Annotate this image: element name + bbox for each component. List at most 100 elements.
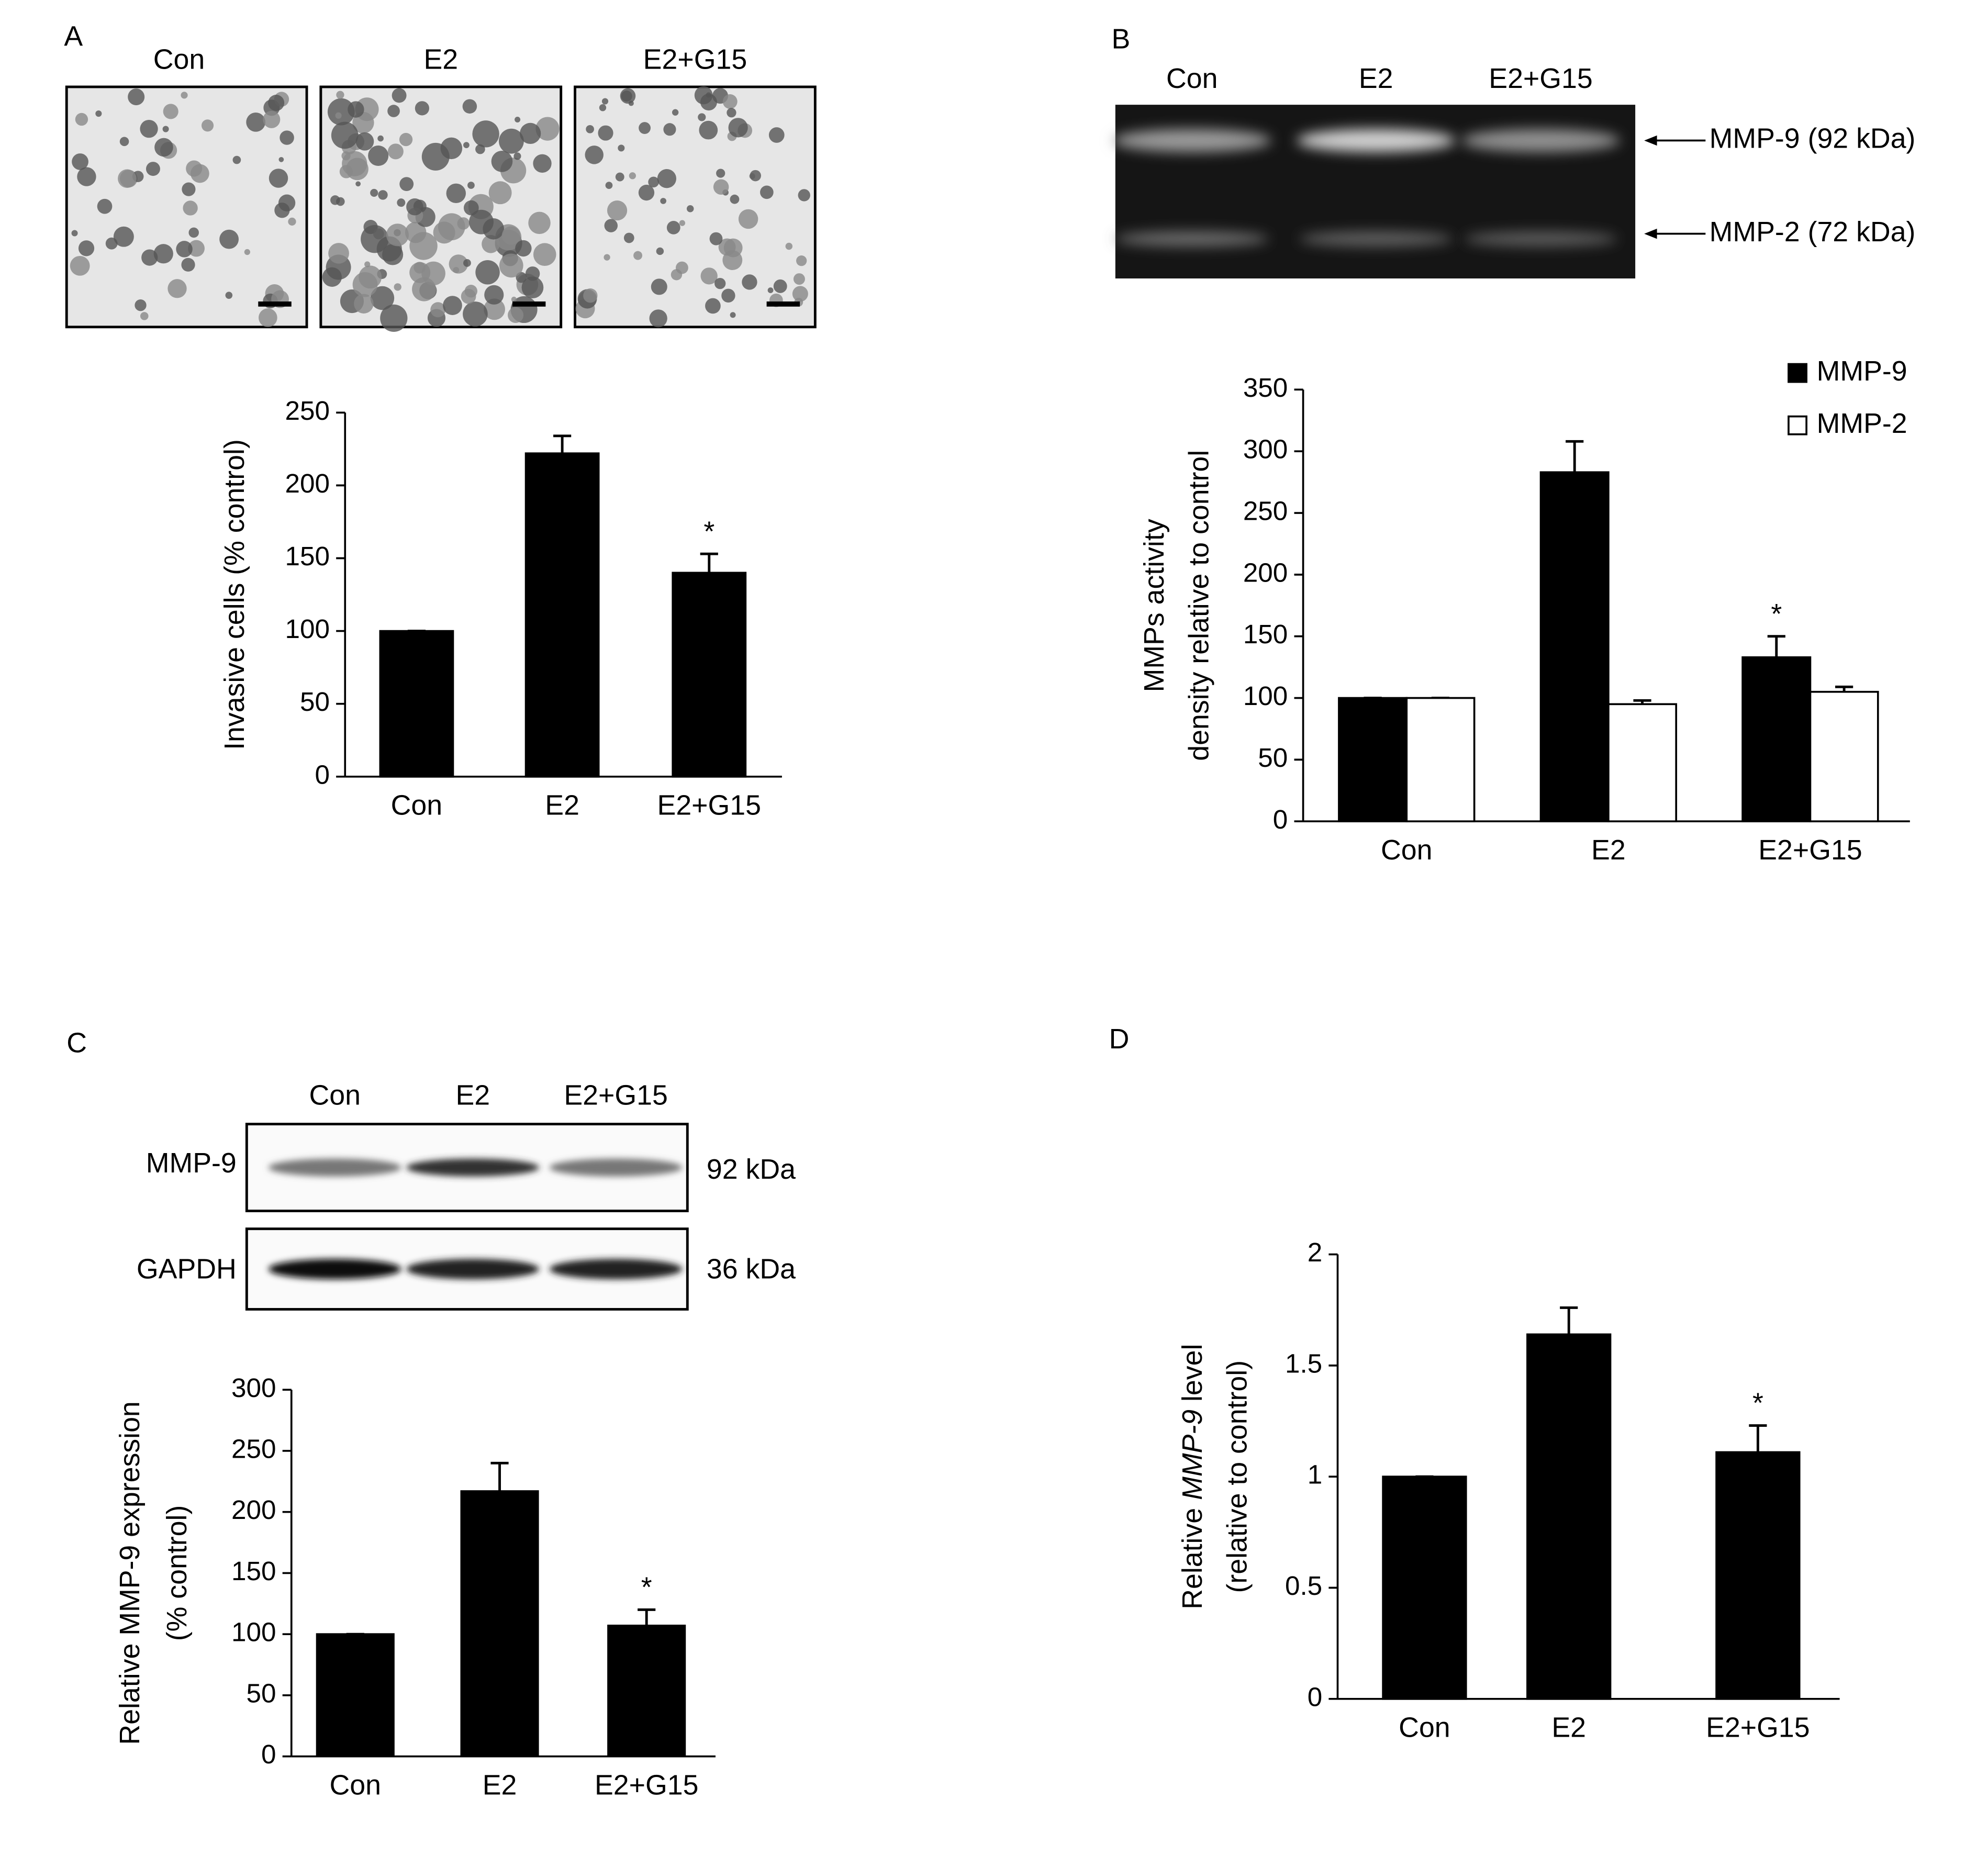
cell — [162, 126, 169, 132]
cell — [679, 220, 686, 226]
cell — [484, 298, 505, 320]
legend-label: MMP-9 — [1817, 355, 1907, 387]
cell — [118, 169, 137, 188]
cell — [482, 234, 500, 253]
y-tick-label: 0 — [1273, 804, 1288, 834]
y-tick-label: 0.5 — [1285, 1571, 1322, 1601]
cell — [484, 285, 504, 305]
cell — [607, 200, 628, 221]
gel-band — [1461, 129, 1620, 152]
gel-band — [1115, 231, 1269, 247]
y-axis-label: Invasive cells (% control) — [219, 439, 250, 750]
y-axis-label: (relative to control) — [1222, 1360, 1253, 1593]
x-tick-label: E2+G15 — [1706, 1712, 1810, 1743]
cell — [382, 244, 404, 265]
cell — [188, 240, 205, 257]
image-label: E2+G15 — [643, 43, 747, 75]
y-tick-label: 150 — [231, 1556, 276, 1586]
blot-band — [549, 1158, 683, 1177]
cell — [499, 253, 523, 278]
cell — [386, 223, 409, 247]
y-tick-label: 150 — [1243, 619, 1288, 649]
cell — [618, 144, 625, 152]
cell — [742, 274, 757, 290]
y-axis-label: Relative MMP-9 expression — [114, 1401, 146, 1745]
cell — [288, 217, 296, 226]
y-axis-label-part: level — [1177, 1344, 1208, 1410]
cell — [377, 135, 384, 142]
cell — [511, 296, 517, 303]
cell — [370, 286, 395, 310]
cell — [191, 164, 209, 183]
cell — [767, 287, 774, 294]
size-label: 36 kDa — [707, 1253, 796, 1284]
cell — [95, 110, 102, 117]
cell — [694, 86, 713, 105]
cell — [153, 244, 173, 264]
x-tick-label: E2+G15 — [657, 790, 762, 821]
x-tick-label: E2 — [1551, 1712, 1586, 1743]
cell — [405, 221, 427, 243]
cell — [77, 167, 96, 186]
size-label: 92 kDa — [707, 1154, 796, 1185]
lane-label: E2 — [455, 1080, 490, 1111]
y-tick-label: 250 — [1243, 496, 1288, 526]
cell — [768, 127, 785, 143]
cell — [135, 299, 147, 311]
cell — [648, 176, 659, 188]
gel-band — [1299, 231, 1453, 247]
lane-label: E2+G15 — [1489, 63, 1592, 94]
cell — [70, 255, 90, 276]
bar — [1607, 703, 1678, 823]
cell — [78, 240, 95, 256]
cell — [491, 151, 513, 172]
y-tick-label: 0 — [261, 1739, 276, 1769]
cell — [633, 251, 643, 260]
cell — [278, 156, 284, 162]
cell — [457, 217, 470, 230]
cell — [167, 279, 187, 298]
cell — [246, 112, 266, 132]
cell — [119, 137, 129, 147]
x-tick-label: Con — [330, 1769, 382, 1801]
cell — [467, 182, 475, 189]
cell — [798, 189, 810, 202]
image-label: E2 — [423, 43, 458, 75]
cell — [463, 142, 470, 149]
bar — [672, 572, 747, 778]
panel-label: C — [66, 1027, 87, 1058]
cell — [188, 227, 199, 238]
bar — [1405, 697, 1476, 823]
panel-label: B — [1112, 23, 1131, 54]
cell — [601, 98, 609, 105]
x-tick-label: Con — [1399, 1712, 1450, 1743]
y-tick-label: 100 — [1243, 681, 1288, 711]
cell — [528, 211, 551, 234]
cell — [705, 298, 721, 314]
arrow-head — [1644, 135, 1657, 146]
cell — [796, 255, 807, 266]
cell — [657, 169, 677, 188]
cell — [520, 122, 541, 144]
image-label: Con — [153, 43, 205, 75]
cell — [433, 221, 455, 244]
cell — [176, 241, 193, 258]
y-axis-label: MMPs activity — [1138, 519, 1170, 692]
y-tick-label: 200 — [1243, 557, 1288, 587]
y-tick-label: 300 — [231, 1373, 276, 1403]
y-tick-label: 50 — [246, 1678, 276, 1708]
bar — [1809, 690, 1879, 823]
significance: * — [703, 516, 714, 547]
cell — [738, 209, 758, 229]
x-tick-label: Con — [1381, 834, 1433, 866]
bar — [607, 1624, 686, 1758]
cell — [728, 118, 748, 138]
cell — [397, 198, 406, 207]
cell — [699, 120, 718, 140]
cell — [421, 261, 445, 286]
y-tick-label: 200 — [285, 468, 329, 498]
y-axis-label: density relative to control — [1183, 450, 1215, 761]
cell — [181, 92, 188, 99]
